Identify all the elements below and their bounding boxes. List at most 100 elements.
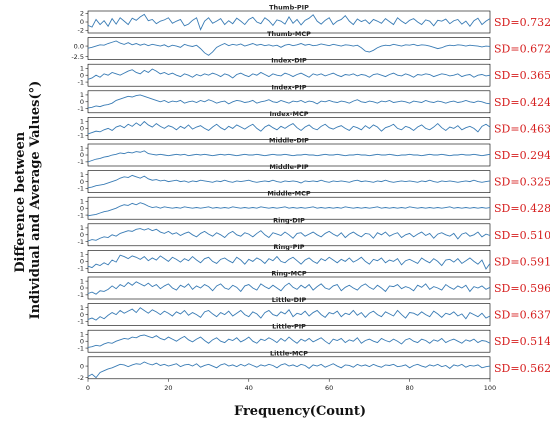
y-axis-title: Difference between Individual and Averag… xyxy=(13,81,43,320)
y-axis-title-line-2: Individual and Average Values(°) xyxy=(28,81,43,320)
panel-middle-mcp: Middle-MCP -101 SD=0.428 xyxy=(78,190,550,220)
panel-frame-little-mcp xyxy=(87,356,491,380)
panel-ring-pip: Ring-PIP -101 SD=0.591 xyxy=(78,243,550,273)
y-tick-label: 0 xyxy=(80,71,84,79)
series-line-middle-pip xyxy=(87,174,491,189)
y-tick-label: -1 xyxy=(78,344,84,352)
y-tick-label: 0 xyxy=(80,151,84,159)
y-tick-label: 1 xyxy=(80,118,84,126)
panel-ring-mcp: Ring-MCP -101 SD=0.596 xyxy=(78,270,550,300)
series-line-index-mcp xyxy=(87,120,491,135)
panel-thumb-pip: Thumb-PIP -202 SD=0.732 xyxy=(78,4,550,35)
y-tick-label: -1 xyxy=(78,131,84,139)
y-tick-label: -1 xyxy=(78,78,84,86)
panel-title-ring-mcp: Ring-MCP xyxy=(271,270,306,278)
panel-title-index-pip: Index-PIP xyxy=(272,83,307,91)
y-tick-label: 0 xyxy=(80,18,84,26)
y-tick-label: 0 xyxy=(80,284,84,292)
panel-index-dip: Index-DIP -101 SD=0.365 xyxy=(78,57,550,87)
y-tick-label: 0 xyxy=(80,337,84,345)
y-tick-label: 0 xyxy=(80,204,84,212)
x-tick-label: 80 xyxy=(405,384,413,392)
series-line-index-dip xyxy=(87,68,491,80)
x-axis-title: Frequency(Count) xyxy=(234,404,366,419)
y-tick-label: -1 xyxy=(78,158,84,166)
series-line-index-pip xyxy=(87,94,491,109)
y-tick-label: 1 xyxy=(80,198,84,206)
y-tick-label: 0.0 xyxy=(74,42,84,50)
y-tick-label: 1 xyxy=(80,304,84,312)
sd-label-middle-pip: SD=0.325 xyxy=(494,176,550,189)
series-line-little-mcp xyxy=(87,361,491,379)
panel-title-thumb-mcp: Thumb-MCP xyxy=(267,30,311,38)
y-tick-label: -2 xyxy=(78,27,84,35)
series-line-thumb-pip xyxy=(87,13,491,31)
panel-index-pip: Index-PIP -101 SD=0.424 xyxy=(78,83,550,114)
x-tick-label: 40 xyxy=(245,384,253,392)
series-line-little-dip xyxy=(87,307,491,321)
panel-title-middle-pip: Middle-PIP xyxy=(269,163,309,171)
y-tick-label: -2 xyxy=(78,374,84,382)
sd-label-index-pip: SD=0.424 xyxy=(494,96,550,109)
sd-label-thumb-pip: SD=0.732 xyxy=(494,16,550,29)
panel-title-thumb-pip: Thumb-PIP xyxy=(269,4,309,12)
y-tick-label: 0 xyxy=(80,362,84,370)
y-tick-label: 0 xyxy=(80,125,84,133)
panel-title-middle-dip: Middle-DIP xyxy=(269,137,309,145)
sd-label-middle-dip: SD=0.294 xyxy=(494,149,550,162)
panel-title-little-mcp: Little-MCP xyxy=(270,349,308,357)
panel-title-index-mcp: Index-MCP xyxy=(270,110,309,118)
series-line-ring-pip xyxy=(87,254,491,270)
y-tick-label: 0 xyxy=(80,311,84,319)
y-tick-label: 1 xyxy=(80,251,84,259)
y-tick-label: 0 xyxy=(80,98,84,106)
panel-title-little-dip: Little-DIP xyxy=(272,296,307,304)
y-tick-label: 1 xyxy=(80,331,84,339)
series-line-little-pip xyxy=(87,334,491,348)
y-tick-label: 1 xyxy=(80,224,84,232)
y-tick-label: -1 xyxy=(78,264,84,272)
series-line-ring-mcp xyxy=(87,281,491,295)
panel-little-mcp: Little-MCP -2 0 SD=0.562 xyxy=(78,349,550,382)
series-line-ring-dip xyxy=(87,228,491,242)
panel-title-ring-pip: Ring-PIP xyxy=(273,243,304,251)
series-line-middle-mcp xyxy=(87,202,491,217)
sd-label-index-mcp: SD=0.463 xyxy=(494,122,550,135)
panel-title-middle-mcp: Middle-MCP xyxy=(267,190,311,198)
y-tick-label: 0 xyxy=(80,178,84,186)
x-tick-label: 0 xyxy=(86,384,90,392)
panel-frame-thumb-mcp xyxy=(87,37,491,60)
sd-label-ring-dip: SD=0.510 xyxy=(494,229,550,242)
y-tick-label: 1 xyxy=(80,171,84,179)
panel-little-dip: Little-DIP -101 SD=0.637 xyxy=(78,296,550,326)
series-line-thumb-mcp xyxy=(87,40,491,56)
sd-label-middle-mcp: SD=0.428 xyxy=(494,202,550,215)
x-tick-label: 60 xyxy=(325,384,333,392)
y-tick-label: 1 xyxy=(80,65,84,73)
x-axis: 0 20 40 60 80 100 xyxy=(86,378,496,392)
sd-label-little-dip: SD=0.637 xyxy=(494,309,550,322)
y-tick-label: 0 xyxy=(80,231,84,239)
y-tick-label: -1 xyxy=(78,291,84,299)
y-tick-label: 1 xyxy=(80,91,84,99)
panel-title-little-pip: Little-PIP xyxy=(272,323,306,331)
panel-middle-dip: Middle-DIP -101 SD=0.294 xyxy=(78,137,550,167)
panel-index-mcp: Index-MCP -101 SD=0.463 xyxy=(78,110,550,140)
y-tick-label: -1 xyxy=(78,105,84,113)
sd-label-little-pip: SD=0.514 xyxy=(494,335,550,348)
sd-label-index-dip: SD=0.365 xyxy=(494,69,550,82)
panel-middle-pip: Middle-PIP -101 SD=0.325 xyxy=(78,163,550,193)
x-tick-label: 20 xyxy=(164,384,172,392)
y-tick-label: -1 xyxy=(78,185,84,193)
x-tick-label: 100 xyxy=(484,384,496,392)
y-tick-label: -1 xyxy=(78,211,84,219)
y-axis-title-line-1: Difference between xyxy=(13,131,28,273)
sd-label-ring-pip: SD=0.591 xyxy=(494,255,550,268)
series-line-middle-dip xyxy=(87,150,491,163)
sd-label-little-mcp: SD=0.562 xyxy=(494,362,550,375)
panel-title-ring-dip: Ring-DIP xyxy=(273,216,305,224)
y-tick-label: -1 xyxy=(78,238,84,246)
panel-ring-dip: Ring-DIP -101 SD=0.510 xyxy=(78,216,550,247)
